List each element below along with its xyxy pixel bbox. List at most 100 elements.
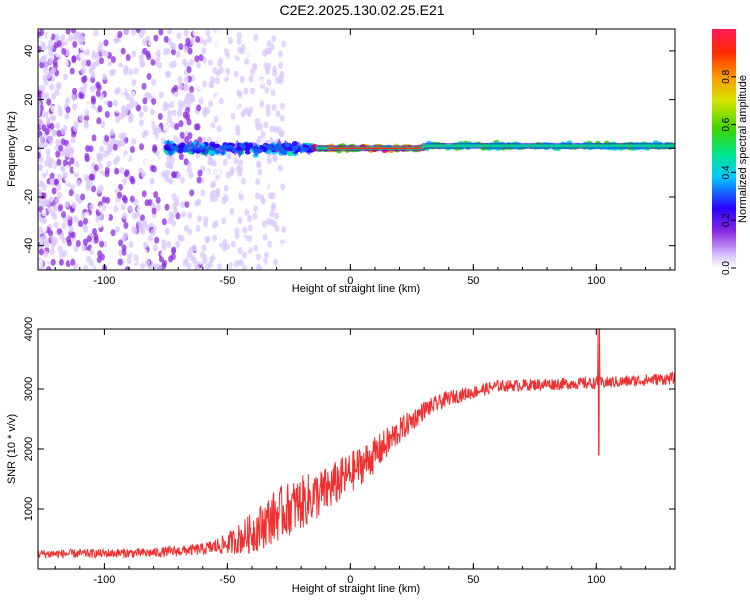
noise-cell bbox=[127, 205, 133, 213]
noise-cell bbox=[252, 62, 258, 70]
noise-cell bbox=[195, 61, 201, 69]
noise-cell bbox=[121, 94, 127, 102]
noise-cell bbox=[231, 255, 237, 263]
noise-cell bbox=[88, 259, 94, 267]
noise-cell bbox=[197, 82, 203, 90]
noise-cell bbox=[194, 123, 200, 131]
noise-cell bbox=[40, 56, 46, 64]
noise-cell bbox=[116, 41, 122, 49]
noise-cell bbox=[80, 67, 86, 75]
noise-cell bbox=[104, 111, 110, 119]
noise-cell bbox=[257, 38, 263, 46]
noise-cell bbox=[191, 102, 197, 110]
noise-cell bbox=[60, 34, 66, 42]
spectrogram-heatmap bbox=[38, 29, 675, 270]
noise-cell bbox=[233, 157, 239, 165]
noise-cell bbox=[265, 104, 271, 112]
noise-cell bbox=[138, 54, 144, 62]
noise-cell bbox=[120, 105, 126, 113]
noise-cell bbox=[239, 75, 245, 83]
noise-cell bbox=[68, 225, 74, 233]
noise-cell bbox=[84, 211, 90, 219]
snr-ytick-label: 3000 bbox=[23, 377, 35, 401]
noise-cell bbox=[110, 56, 116, 64]
noise-cell bbox=[72, 103, 78, 111]
snr-xtick-label: -100 bbox=[93, 574, 115, 586]
noise-cell bbox=[253, 205, 259, 213]
noise-cell bbox=[183, 76, 189, 84]
noise-cell bbox=[83, 119, 89, 127]
noise-cell bbox=[142, 38, 148, 46]
noise-cell bbox=[65, 29, 71, 35]
noise-cell bbox=[238, 63, 244, 71]
noise-cell bbox=[170, 155, 176, 163]
noise-cell bbox=[180, 254, 186, 262]
noise-cell bbox=[148, 39, 154, 47]
noise-cell bbox=[201, 47, 207, 55]
noise-cell bbox=[244, 57, 250, 65]
noise-cell bbox=[49, 122, 55, 130]
noise-cell bbox=[50, 66, 56, 74]
noise-cell bbox=[147, 234, 153, 242]
noise-cell bbox=[270, 192, 276, 200]
noise-cell bbox=[196, 198, 202, 206]
noise-cell bbox=[39, 61, 45, 69]
noise-cell bbox=[249, 255, 255, 263]
noise-cell bbox=[238, 159, 244, 167]
noise-cell bbox=[56, 183, 62, 191]
noise-cell bbox=[135, 211, 141, 219]
noise-cell bbox=[55, 81, 61, 89]
noise-cell bbox=[204, 169, 210, 177]
noise-cell bbox=[207, 35, 213, 43]
noise-cell bbox=[273, 258, 279, 266]
noise-cell bbox=[40, 85, 46, 93]
spec-xtick-label: -100 bbox=[93, 275, 115, 287]
noise-cell bbox=[217, 60, 223, 68]
noise-cell bbox=[216, 177, 222, 185]
noise-cell bbox=[80, 193, 86, 201]
noise-cell bbox=[277, 164, 283, 172]
noise-cell bbox=[202, 110, 208, 118]
noise-cell bbox=[173, 90, 179, 98]
noise-cell bbox=[233, 260, 239, 268]
noise-cell bbox=[46, 184, 52, 192]
noise-cell bbox=[83, 35, 89, 43]
noise-cell bbox=[170, 48, 176, 56]
noise-cell bbox=[168, 255, 174, 263]
noise-cell bbox=[61, 222, 67, 230]
noise-cell bbox=[81, 76, 87, 84]
noise-cell bbox=[223, 56, 229, 64]
noise-cell bbox=[203, 180, 209, 188]
noise-cell bbox=[71, 94, 77, 102]
noise-cell bbox=[213, 259, 219, 267]
noise-cell bbox=[151, 207, 157, 215]
noise-cell bbox=[131, 137, 137, 145]
noise-cell bbox=[169, 61, 175, 69]
noise-cell bbox=[43, 198, 49, 206]
noise-cell bbox=[166, 263, 172, 270]
noise-cell bbox=[179, 176, 185, 184]
noise-cell bbox=[51, 129, 57, 137]
noise-cell bbox=[144, 92, 150, 100]
noise-cell bbox=[249, 261, 255, 269]
noise-cell bbox=[269, 125, 275, 133]
noise-cell bbox=[221, 71, 227, 79]
noise-cell bbox=[38, 35, 44, 43]
noise-cell bbox=[114, 105, 120, 113]
noise-cell bbox=[164, 175, 170, 183]
noise-cell bbox=[270, 89, 276, 97]
noise-cell bbox=[120, 203, 126, 211]
noise-cell bbox=[237, 247, 243, 255]
noise-cell bbox=[38, 214, 41, 222]
noise-cell bbox=[189, 37, 195, 45]
noise-cell bbox=[155, 203, 161, 211]
noise-cell bbox=[48, 49, 54, 57]
noise-cell bbox=[163, 35, 169, 43]
noise-cell bbox=[158, 29, 164, 36]
noise-cell bbox=[160, 250, 166, 258]
noise-cell bbox=[186, 250, 192, 258]
noise-cell bbox=[217, 135, 223, 143]
noise-cell bbox=[240, 177, 246, 185]
noise-cell bbox=[184, 200, 190, 208]
snr-ytick-label: 1000 bbox=[23, 497, 35, 521]
